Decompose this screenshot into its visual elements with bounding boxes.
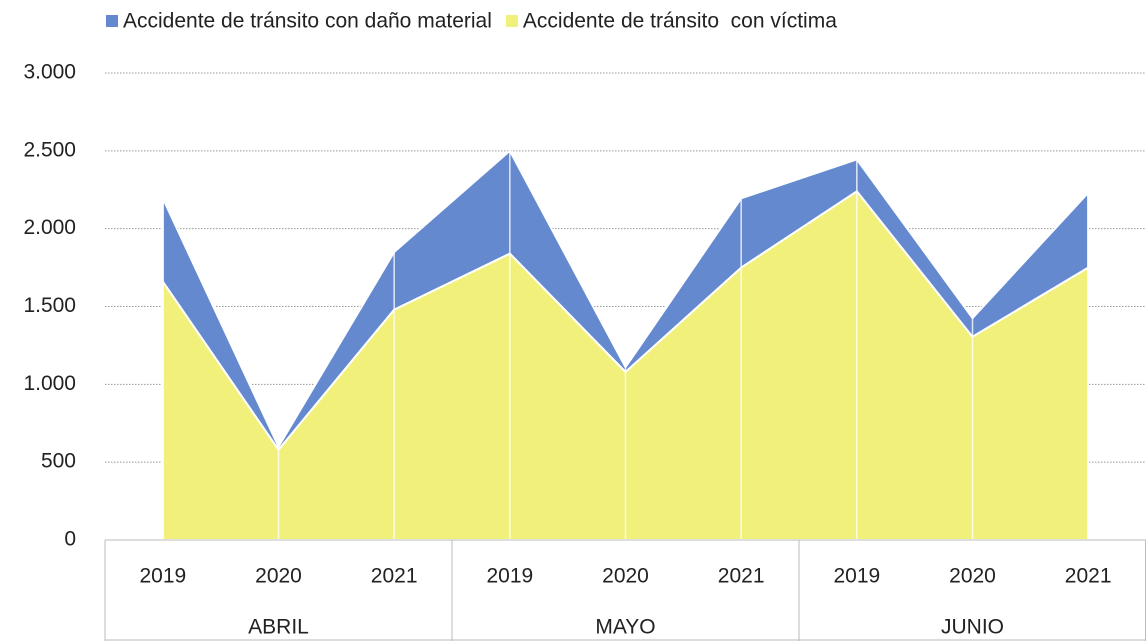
y-tick-label: 1.500 [23,294,76,317]
y-tick-label: 500 [41,450,76,473]
y-tick-label: 1.000 [23,372,76,395]
y-tick-label: 2.500 [23,138,76,161]
group-label: ABRIL [248,616,309,639]
x-tick-label: 2021 [371,565,418,588]
x-tick-label: 2021 [1065,565,1112,588]
x-tick-label: 2019 [486,565,533,588]
y-tick-label: 0 [64,528,76,551]
x-tick-label: 2020 [602,565,649,588]
y-tick-label: 3.000 [23,61,76,84]
legend-label: Accidente de tránsito con daño material [123,10,492,33]
legend-label: Accidente de tránsito con víctima [523,10,837,33]
x-tick-label: 2020 [255,565,302,588]
legend-swatch [505,15,518,27]
group-label: MAYO [595,616,655,639]
y-tick-label: 2.000 [23,216,76,239]
x-tick-label: 2019 [139,565,186,588]
group-label: JUNIO [941,616,1004,639]
x-tick-label: 2020 [949,565,996,588]
legend-swatch [106,15,118,27]
x-tick-label: 2019 [833,565,880,588]
x-tick-label: 2021 [718,565,765,588]
